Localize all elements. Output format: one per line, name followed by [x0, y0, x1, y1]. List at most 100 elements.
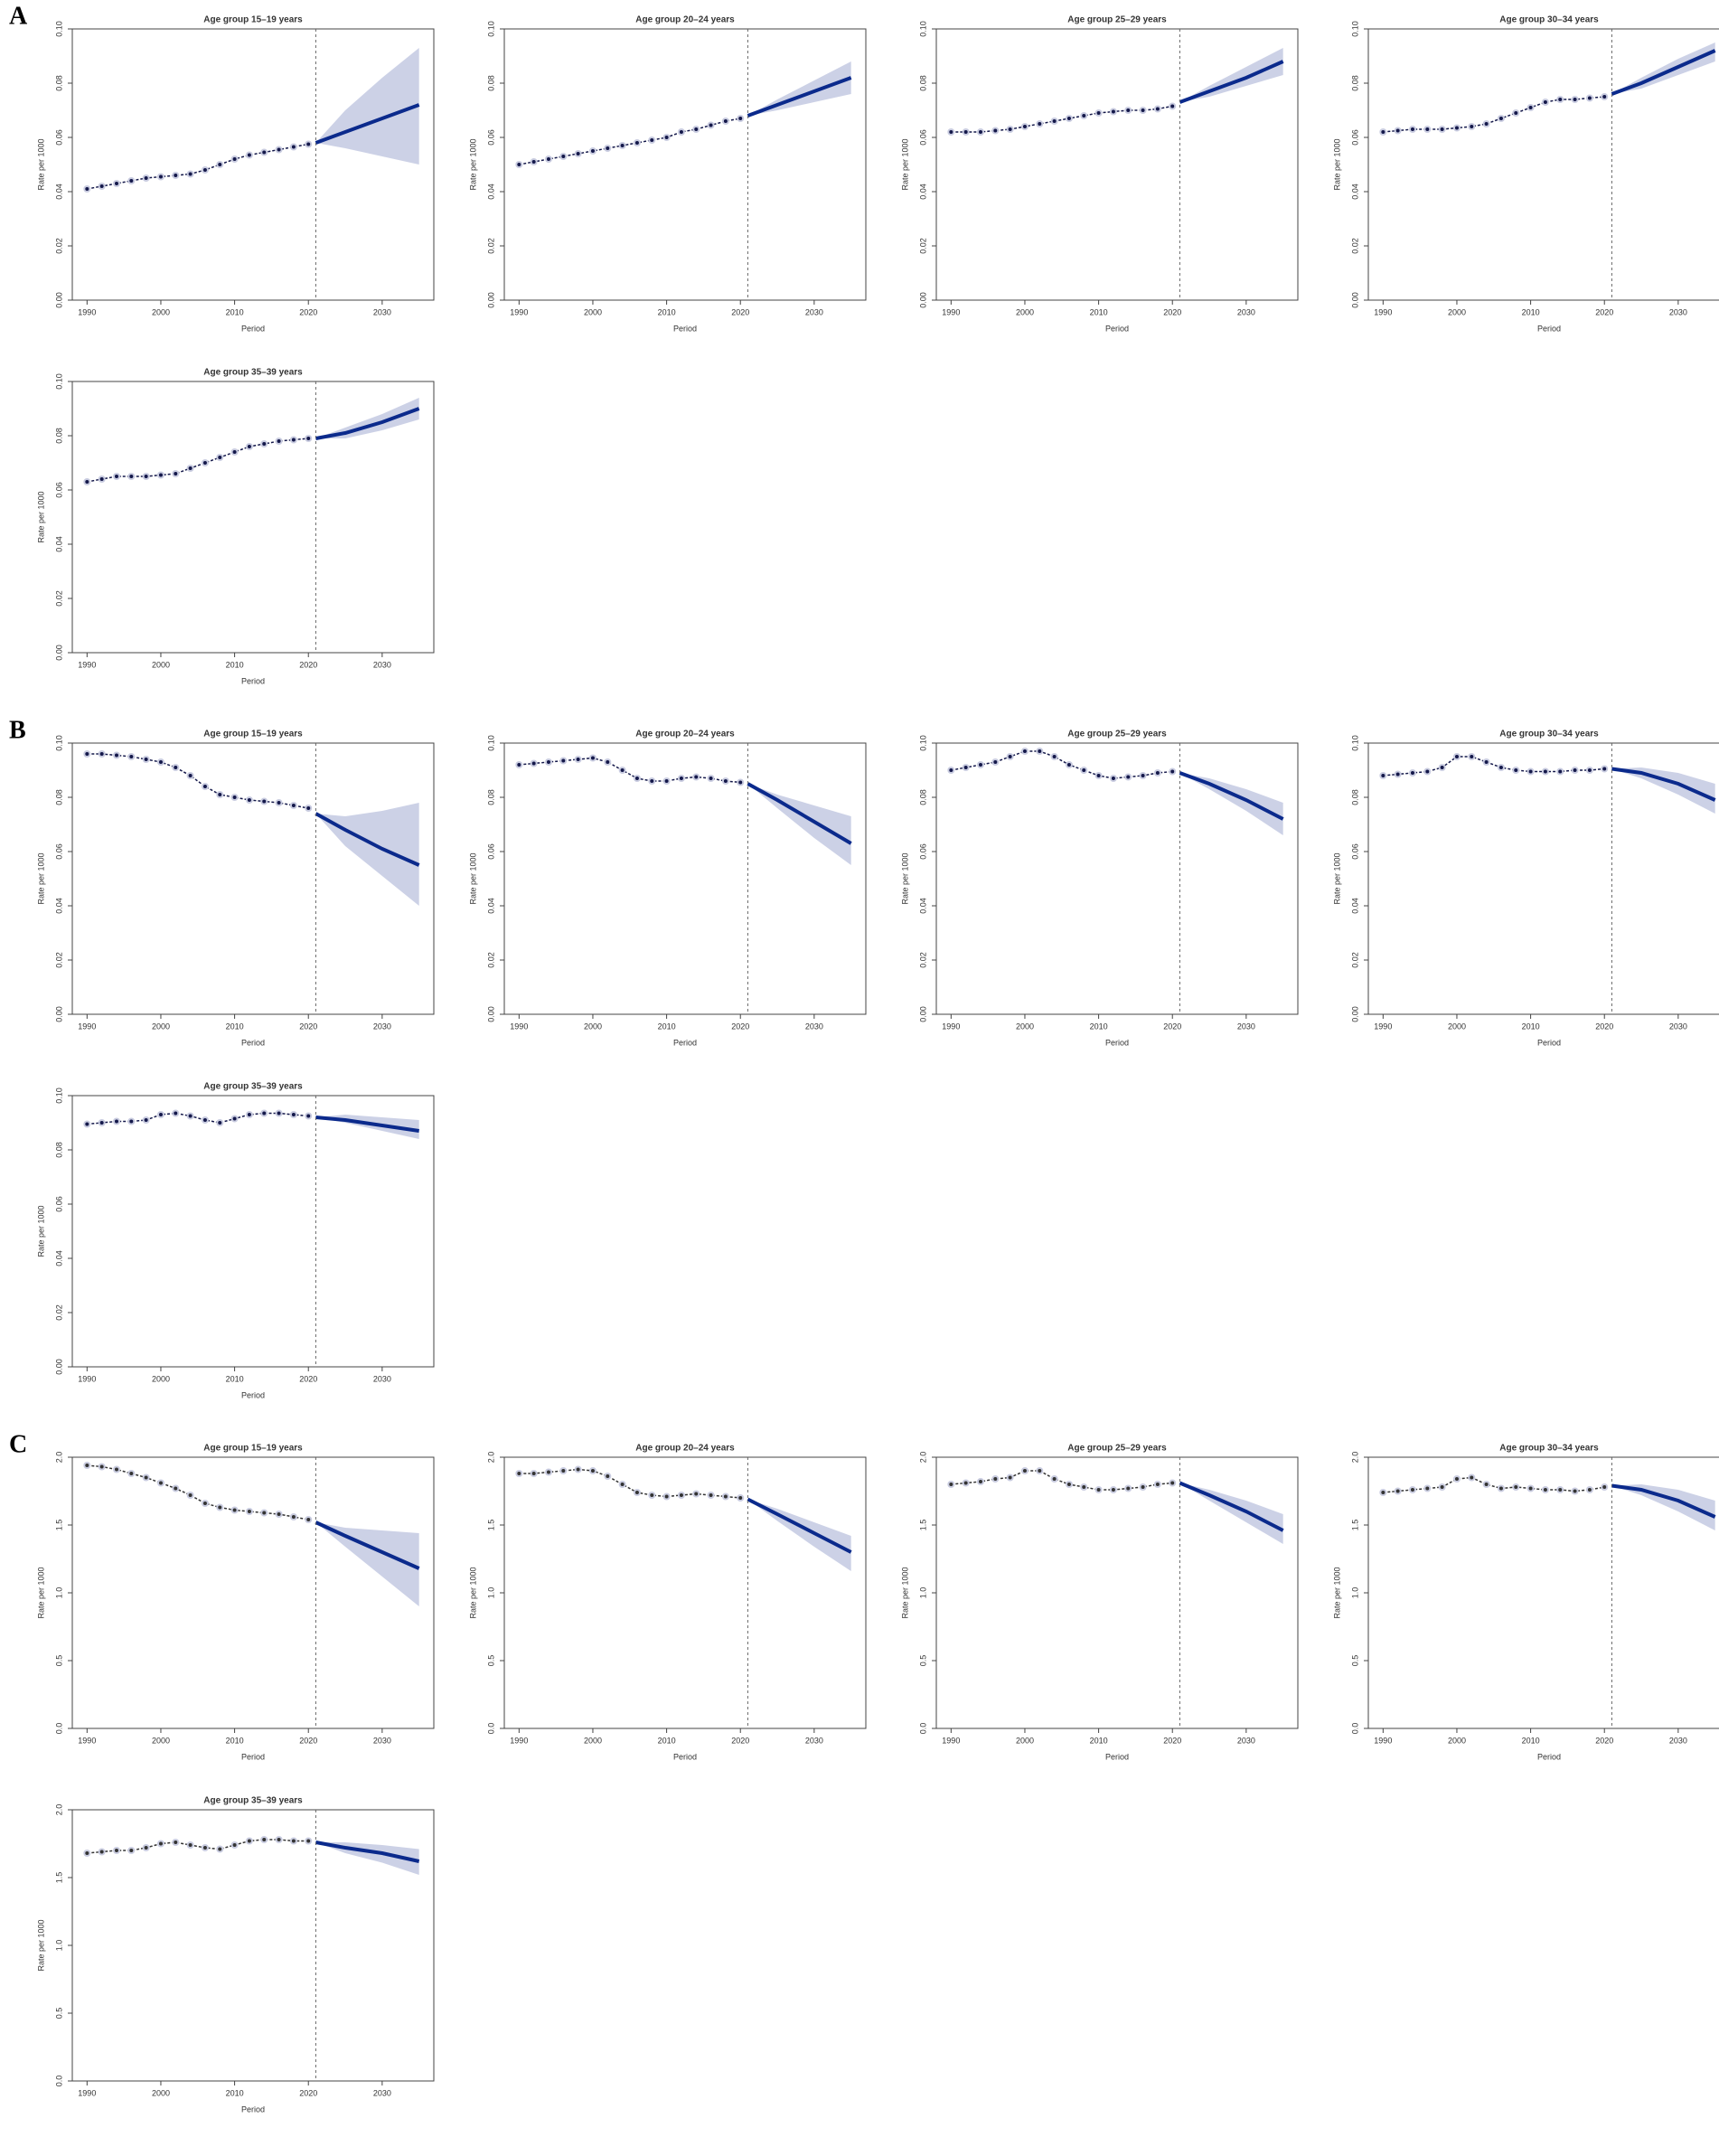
observed-line — [87, 1839, 309, 1854]
plot-frame — [71, 742, 435, 1015]
x-tick-label: 2030 — [1237, 1022, 1255, 1031]
observed-point — [142, 174, 150, 182]
observed-point — [156, 758, 164, 766]
observed-point — [588, 147, 596, 155]
x-tick-label: 1990 — [78, 2088, 96, 2097]
observed-point — [1408, 769, 1416, 777]
observed-point — [1482, 1481, 1490, 1488]
observed-point — [1438, 126, 1446, 133]
observed-point — [1379, 128, 1387, 136]
y-tick-label: 0.04 — [54, 536, 63, 552]
chart: Age group 15–19 years Period Rate per 1000… — [36, 1444, 435, 1761]
observed-point — [1050, 1475, 1058, 1483]
x-tick-label: 2030 — [373, 660, 391, 669]
observed-point — [83, 1462, 91, 1469]
observed-point — [1169, 767, 1177, 776]
x-tick-label: 2000 — [152, 307, 170, 316]
plot-frame — [503, 28, 867, 301]
chart-title: Age group 20–24 years — [635, 730, 735, 739]
observed-point — [544, 758, 552, 766]
x-tick-label: 2000 — [152, 1374, 170, 1383]
observed-point — [245, 1111, 253, 1118]
observed-point — [230, 1115, 239, 1123]
y-axis-label: Rate per 1000 — [900, 138, 909, 190]
observed-point — [947, 128, 955, 136]
observed-point — [216, 1845, 224, 1853]
observed-point — [305, 805, 313, 812]
observed-point — [1379, 772, 1387, 779]
y-tick-label: 2.0 — [918, 1452, 927, 1464]
x-tick-label: 2030 — [805, 307, 823, 316]
chart-title: Age group 20–24 years — [635, 1444, 735, 1454]
observed-point — [289, 436, 297, 444]
forecast-band — [1179, 1483, 1283, 1544]
x-tick-label: 1990 — [510, 1022, 528, 1031]
observed-point — [230, 1506, 239, 1514]
x-tick-label: 2000 — [152, 660, 170, 669]
chart: Age group 20–24 years Period Rate per 1000… — [468, 15, 867, 333]
y-tick-label: 0.06 — [918, 843, 927, 860]
forecast-median — [315, 1116, 419, 1133]
observed-point — [245, 796, 253, 804]
observed-point — [1438, 764, 1446, 771]
forecast-band — [747, 784, 851, 865]
y-tick-label: 0.00 — [54, 1006, 63, 1022]
y-tick-label: 0.02 — [918, 238, 927, 254]
chart-title: Age group 30–34 years — [1499, 15, 1599, 25]
observed-point — [186, 1841, 194, 1849]
x-tick-label: 2020 — [731, 307, 749, 316]
y-tick-label: 0.10 — [1350, 735, 1359, 751]
plot-frame — [1367, 742, 1719, 1015]
x-tick-label: 2000 — [152, 1736, 170, 1745]
observed-point — [216, 454, 224, 461]
x-tick-label: 2030 — [1669, 307, 1687, 316]
forecast-band — [1179, 773, 1283, 835]
x-axis-label: Period — [241, 2104, 265, 2114]
observed-point — [721, 777, 729, 785]
y-tick-label: 0.10 — [54, 373, 63, 390]
observed-point — [991, 1475, 1000, 1483]
y-tick-label: 0.00 — [918, 292, 927, 308]
x-tick-label: 1990 — [1374, 307, 1392, 316]
x-tick-label: 2010 — [1090, 1736, 1108, 1745]
panel-label: A — [9, 2, 28, 30]
observed-point — [1020, 748, 1029, 755]
observed-point — [662, 134, 671, 141]
x-axis-label: Period — [1105, 324, 1129, 333]
observed-line — [951, 105, 1173, 133]
y-tick-label: 0.06 — [1350, 843, 1359, 860]
observed-point — [559, 153, 568, 160]
y-axis-label: Rate per 1000 — [36, 1567, 45, 1618]
x-tick-label: 2020 — [1163, 307, 1181, 316]
observed-point — [1065, 761, 1073, 768]
observed-point — [112, 1847, 120, 1854]
x-tick-label: 2030 — [373, 1374, 391, 1383]
observed-point — [142, 1844, 150, 1851]
observed-point — [127, 1847, 136, 1854]
observed-point — [721, 118, 729, 125]
forecast-median — [315, 407, 420, 440]
forecast-median — [1611, 767, 1716, 802]
x-tick-label: 2030 — [805, 1736, 823, 1745]
y-tick-label: 0.08 — [918, 75, 927, 91]
chart-title: Age group 30–34 years — [1499, 730, 1599, 739]
plot-frame — [503, 1456, 867, 1729]
chart: Age group 30–34 years Period Rate per 1000… — [1332, 730, 1719, 1047]
y-tick-label: 0.04 — [486, 898, 495, 914]
observed-point — [1452, 753, 1461, 760]
observed-point — [947, 1481, 955, 1488]
y-axis-label: Rate per 1000 — [468, 138, 477, 190]
observed-point — [127, 473, 136, 480]
observed-point — [1080, 767, 1088, 774]
observed-point — [1094, 1486, 1103, 1493]
observed-point — [559, 1467, 568, 1474]
y-axis-label: Rate per 1000 — [36, 1919, 45, 1971]
forecast-median — [747, 76, 852, 118]
y-tick-label: 0.08 — [1350, 789, 1359, 805]
forecast-band — [1611, 42, 1715, 94]
y-tick-label: 1.0 — [1350, 1587, 1359, 1599]
chart: Age group 15–19 years Period Rate per 1000… — [36, 15, 435, 333]
observed-point — [1601, 93, 1609, 100]
observed-point — [991, 758, 1000, 766]
y-axis-label: Rate per 1000 — [36, 138, 45, 190]
